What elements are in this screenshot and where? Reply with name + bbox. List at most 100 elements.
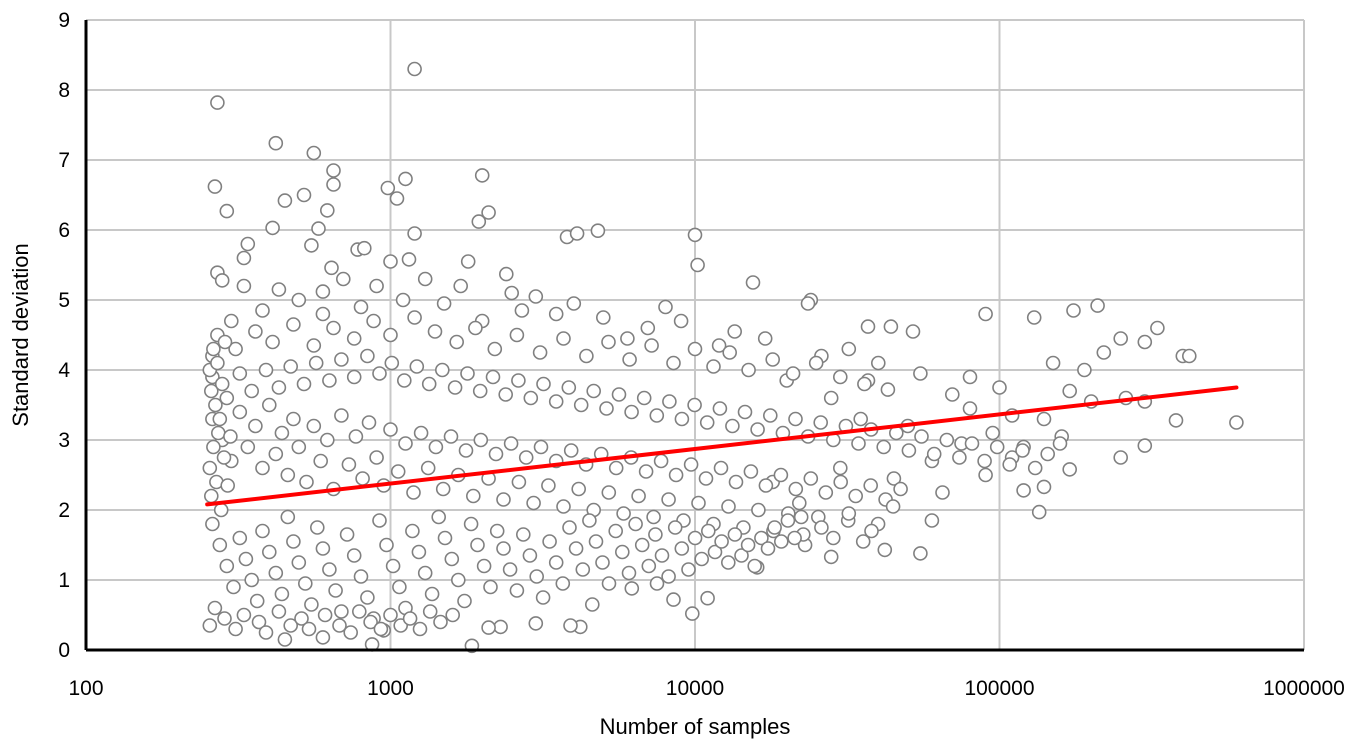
data-point bbox=[707, 544, 723, 560]
data-point bbox=[590, 223, 606, 238]
data-point bbox=[690, 257, 705, 273]
data-point bbox=[893, 481, 908, 497]
data-point bbox=[251, 614, 267, 630]
data-point bbox=[476, 558, 492, 574]
data-point bbox=[586, 383, 602, 399]
y-tick-label: 5 bbox=[58, 289, 70, 312]
data-point bbox=[361, 415, 377, 430]
data-point bbox=[217, 611, 232, 626]
data-point bbox=[622, 352, 637, 367]
data-point bbox=[248, 324, 263, 339]
data-point bbox=[638, 464, 654, 479]
data-point bbox=[588, 534, 604, 549]
data-point bbox=[444, 551, 460, 567]
data-point bbox=[443, 429, 459, 444]
data-point bbox=[258, 362, 274, 378]
y-tick-label: 6 bbox=[58, 219, 70, 242]
data-point bbox=[666, 355, 681, 371]
data-point bbox=[573, 397, 589, 413]
data-point bbox=[978, 467, 993, 483]
data-point bbox=[687, 341, 703, 357]
data-point bbox=[674, 541, 690, 556]
data-point bbox=[741, 362, 756, 378]
data-point bbox=[308, 355, 324, 371]
data-point bbox=[406, 485, 421, 500]
data-point bbox=[343, 625, 359, 640]
data-point bbox=[563, 443, 579, 458]
data-point bbox=[322, 562, 337, 577]
data-point bbox=[228, 341, 243, 357]
data-point bbox=[528, 616, 544, 631]
y-tick-label: 1 bbox=[58, 569, 70, 592]
data-point bbox=[353, 569, 369, 584]
data-point bbox=[548, 394, 564, 409]
data-point bbox=[224, 313, 239, 329]
data-point bbox=[825, 530, 841, 546]
data-point bbox=[548, 555, 564, 570]
data-point bbox=[793, 509, 809, 525]
data-point bbox=[529, 569, 545, 584]
data-point bbox=[1096, 345, 1112, 360]
data-point bbox=[369, 278, 384, 294]
data-point bbox=[514, 303, 530, 318]
data-point bbox=[661, 569, 676, 584]
data-point bbox=[808, 355, 824, 371]
data-point bbox=[962, 401, 978, 416]
data-point bbox=[905, 324, 921, 339]
data-point bbox=[913, 546, 928, 561]
data-point bbox=[206, 439, 221, 455]
data-point bbox=[214, 376, 230, 392]
data-point bbox=[291, 439, 307, 455]
data-point bbox=[935, 485, 950, 500]
data-point bbox=[348, 429, 364, 444]
data-point bbox=[658, 299, 673, 315]
data-point bbox=[306, 145, 322, 161]
data-point bbox=[294, 611, 309, 626]
data-point bbox=[291, 292, 307, 308]
data-point bbox=[649, 408, 665, 423]
data-point bbox=[481, 205, 496, 220]
data-point bbox=[601, 485, 617, 500]
data-point bbox=[614, 544, 630, 560]
data-point bbox=[511, 373, 526, 388]
data-point bbox=[536, 376, 551, 392]
data-point bbox=[788, 411, 803, 427]
data-point bbox=[315, 630, 331, 645]
data-point bbox=[384, 355, 400, 371]
data-point bbox=[750, 422, 765, 437]
data-point bbox=[398, 171, 413, 187]
data-point bbox=[832, 369, 848, 385]
data-point bbox=[522, 548, 538, 563]
tick-labels: 0 1 2 3 4 5 6 7 8 9 100 1000 10000 100000 1000000 bbox=[58, 9, 1345, 700]
data-point bbox=[286, 411, 301, 427]
data-point bbox=[249, 593, 265, 609]
data-point bbox=[636, 390, 652, 406]
data-point bbox=[277, 193, 293, 208]
data-point bbox=[248, 418, 263, 434]
data-point bbox=[880, 382, 896, 397]
y-tick-label: 0 bbox=[58, 639, 70, 662]
data-point bbox=[271, 604, 287, 619]
data-point bbox=[582, 513, 597, 528]
data-point bbox=[228, 621, 243, 637]
data-point bbox=[556, 499, 571, 514]
data-point bbox=[319, 203, 335, 218]
data-point bbox=[833, 474, 849, 490]
data-point bbox=[785, 366, 801, 381]
data-point bbox=[725, 418, 740, 434]
data-point bbox=[380, 180, 396, 196]
data-point bbox=[734, 548, 749, 563]
data-point bbox=[674, 411, 690, 427]
data-point bbox=[962, 369, 978, 385]
data-point bbox=[396, 373, 412, 388]
data-point bbox=[219, 390, 235, 406]
data-point bbox=[498, 266, 514, 282]
data-point bbox=[624, 404, 639, 420]
data-point bbox=[214, 273, 230, 288]
data-point bbox=[489, 523, 505, 539]
data-point bbox=[258, 625, 274, 640]
data-point bbox=[620, 331, 635, 346]
data-point bbox=[711, 338, 727, 353]
data-point bbox=[745, 275, 761, 290]
